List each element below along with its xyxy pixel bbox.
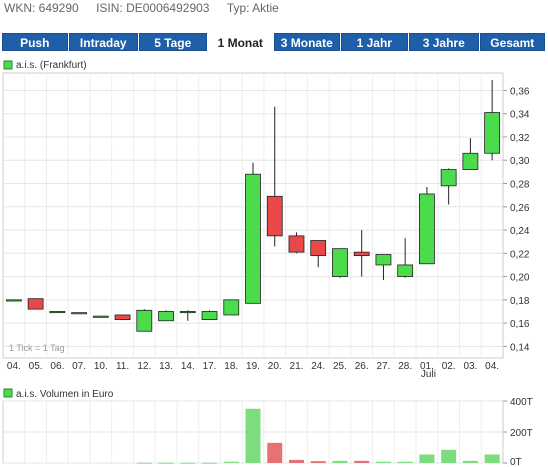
tick-note: 1 Tick = 1 Tag bbox=[9, 343, 65, 353]
x-tick-label: 17. bbox=[203, 361, 217, 372]
volume-bar bbox=[180, 462, 196, 464]
price-ytick-label: 0,30 bbox=[510, 156, 530, 167]
candle-body bbox=[440, 169, 457, 187]
x-tick-label: 02. bbox=[442, 361, 456, 372]
candle-body bbox=[223, 299, 240, 316]
tab-3-jahre[interactable]: 3 Jahre bbox=[409, 33, 479, 51]
price-ytick-label: 0,14 bbox=[510, 342, 530, 353]
volume-ytick-label: 0T bbox=[510, 457, 522, 467]
volume-bar bbox=[397, 461, 413, 463]
x-tick-label: 03. bbox=[463, 361, 477, 372]
tab-1-jahr[interactable]: 1 Jahr bbox=[340, 33, 409, 51]
candle-body bbox=[201, 311, 218, 321]
candle-body bbox=[397, 264, 414, 277]
volume-bar bbox=[462, 460, 478, 463]
type-label: Typ: Aktie bbox=[226, 1, 279, 15]
x-tick-label: 24. bbox=[311, 361, 325, 372]
volume-bar bbox=[332, 460, 348, 463]
price-ytick-label: 0,22 bbox=[510, 249, 530, 260]
x-tick-label: 01. bbox=[420, 361, 434, 372]
candle-body bbox=[288, 235, 305, 253]
volume-bar bbox=[202, 462, 218, 464]
candle-body bbox=[49, 311, 66, 314]
price-legend-swatch bbox=[3, 60, 13, 70]
price-ytick-label: 0,32 bbox=[510, 133, 530, 144]
volume-ytick-label: 200T bbox=[510, 428, 533, 439]
volume-bar bbox=[354, 460, 370, 463]
volume-bar bbox=[223, 461, 239, 463]
price-ytick-label: 0,24 bbox=[510, 226, 530, 237]
volume-bar bbox=[310, 461, 326, 463]
x-tick-label: 28. bbox=[398, 361, 412, 372]
price-ytick-label: 0,16 bbox=[510, 319, 530, 330]
price-ytick-label: 0,34 bbox=[510, 110, 530, 121]
tab-push[interactable]: Push bbox=[2, 33, 68, 51]
x-tick-label: 18. bbox=[224, 361, 238, 372]
x-tick-label: 25. bbox=[333, 361, 347, 372]
tab-1-monat[interactable]: 1 Monat bbox=[207, 33, 274, 51]
candle-body bbox=[5, 299, 22, 302]
candle-body bbox=[92, 315, 109, 318]
tab-3-monate[interactable]: 3 Monate bbox=[274, 33, 340, 51]
volume-bar bbox=[419, 454, 435, 463]
volume-legend-swatch bbox=[3, 388, 13, 398]
price-ytick-label: 0,26 bbox=[510, 203, 530, 214]
candle-body bbox=[310, 240, 327, 257]
x-tick-label: 04. bbox=[485, 361, 499, 372]
x-tick-label: 13. bbox=[159, 361, 173, 372]
tab-5-tage[interactable]: 5 Tage bbox=[139, 33, 207, 51]
candle-body bbox=[375, 254, 392, 266]
tab-intraday[interactable]: Intraday bbox=[68, 33, 138, 51]
candle-body bbox=[419, 193, 435, 265]
candle-body bbox=[245, 173, 261, 304]
candle-body bbox=[462, 152, 479, 170]
price-legend-label: a.i.s. (Frankfurt) bbox=[16, 60, 87, 71]
tab-gesamt[interactable]: Gesamt bbox=[479, 33, 546, 51]
time-range-tabs: Push Intraday 5 Tage 1 Monat 3 Monate 1 … bbox=[2, 33, 546, 53]
x-tick-label: 04. bbox=[7, 361, 21, 372]
candle-body bbox=[332, 248, 348, 277]
x-tick-label: 11. bbox=[116, 361, 129, 372]
x-tick-label: 06. bbox=[50, 361, 64, 372]
x-tick-label: 19. bbox=[246, 361, 260, 372]
volume-bar bbox=[484, 454, 500, 463]
candle-body bbox=[136, 309, 153, 332]
wkn-label: WKN: 649290 bbox=[4, 1, 79, 15]
candle-body bbox=[71, 312, 87, 315]
price-ytick-label: 0,18 bbox=[510, 296, 530, 307]
month-label-juli: Juli bbox=[421, 369, 436, 380]
x-tick-label: 10. bbox=[94, 361, 108, 372]
volume-bar bbox=[267, 442, 283, 463]
candle-body bbox=[27, 298, 44, 310]
x-tick-label: 05. bbox=[29, 361, 43, 372]
isin-label: ISIN: DE0006492903 bbox=[96, 1, 210, 15]
x-tick-label: 07. bbox=[72, 361, 86, 372]
candle-body bbox=[179, 311, 196, 314]
price-plot-frame bbox=[2, 72, 504, 359]
volume-legend-label: a.i.s. Volumen in Euro bbox=[16, 389, 114, 400]
x-tick-label: 21. bbox=[290, 361, 304, 372]
x-tick-label: 26. bbox=[355, 361, 369, 372]
volume-bar bbox=[136, 462, 152, 464]
price-ytick-label: 0,20 bbox=[510, 273, 530, 284]
x-tick-label: 27. bbox=[376, 361, 390, 372]
x-tick-label: 12. bbox=[137, 361, 151, 372]
volume-bar bbox=[288, 459, 304, 463]
security-info-bar: WKN: 649290 ISIN: DE0006492903 Typ: Akti… bbox=[0, 0, 548, 18]
candle-body bbox=[484, 112, 501, 154]
x-tick-label: 14. bbox=[181, 361, 195, 372]
volume-bar bbox=[375, 461, 391, 463]
candle-body bbox=[353, 251, 370, 257]
volume-bar bbox=[158, 462, 174, 464]
volume-ytick-label: 400T bbox=[510, 397, 533, 408]
volume-bar bbox=[245, 408, 261, 463]
price-ytick-label: 0,28 bbox=[510, 180, 530, 191]
volume-bar bbox=[441, 449, 457, 463]
candle-body bbox=[266, 195, 283, 237]
price-chart: a.i.s. (Frankfurt) 0,14 0,16 0,18 0,20 0,22 0… bbox=[2, 60, 533, 467]
x-tick-label: 20. bbox=[268, 361, 282, 372]
candle-body bbox=[158, 311, 174, 322]
price-ytick-label: 0,36 bbox=[510, 86, 530, 97]
candle-body bbox=[114, 314, 131, 321]
